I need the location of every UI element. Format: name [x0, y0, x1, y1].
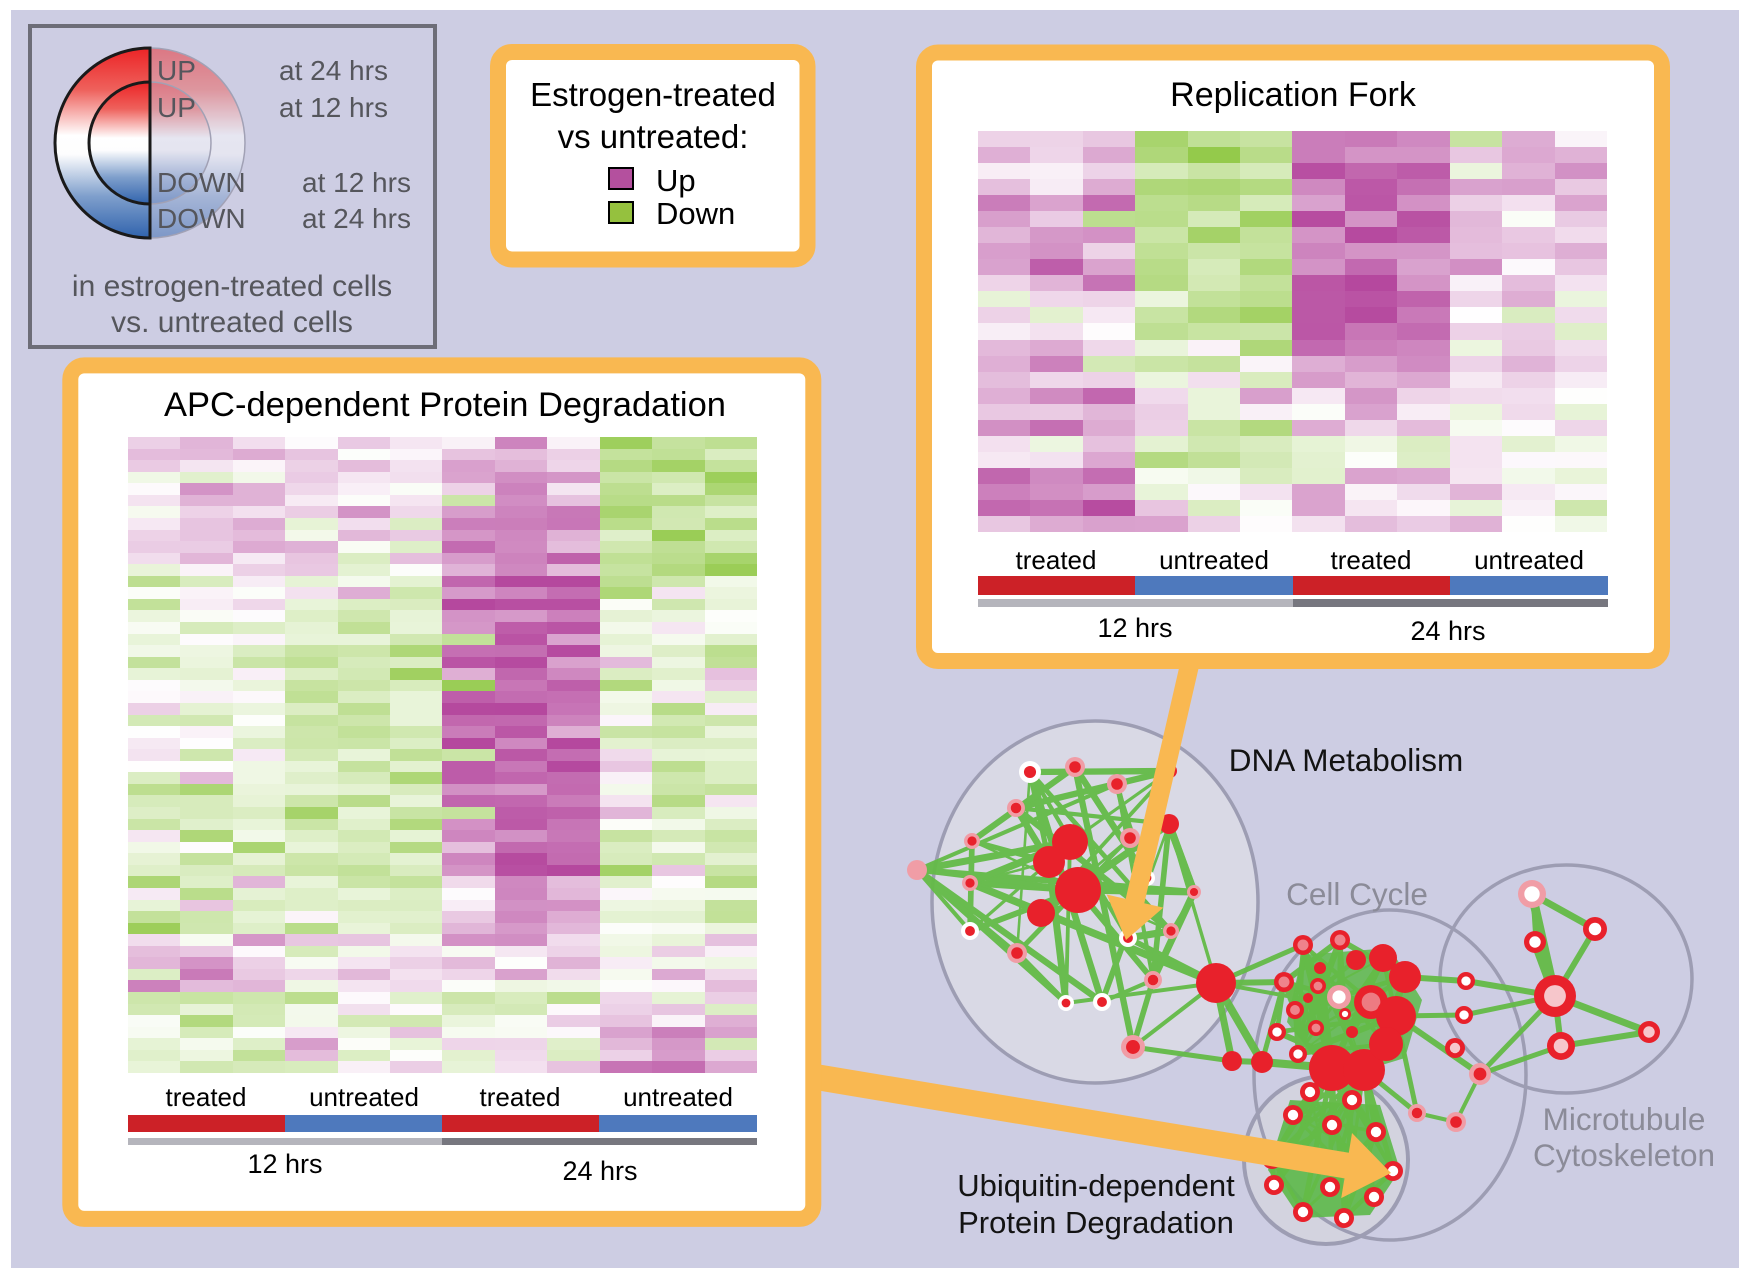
- svg-text:UP: UP: [157, 55, 196, 86]
- svg-text:Cell Cycle: Cell Cycle: [1286, 876, 1428, 912]
- svg-text:at 24 hrs: at 24 hrs: [279, 55, 388, 86]
- svg-text:at 24 hrs: at 24 hrs: [302, 203, 411, 234]
- svg-text:at 12 hrs: at 12 hrs: [302, 167, 411, 198]
- svg-text:vs untreated:: vs untreated:: [558, 118, 749, 155]
- svg-text:UP: UP: [157, 92, 196, 123]
- svg-text:Protein Degradation: Protein Degradation: [958, 1205, 1234, 1240]
- svg-text:24 hrs: 24 hrs: [562, 1156, 637, 1186]
- svg-text:Estrogen-treated: Estrogen-treated: [530, 76, 776, 113]
- svg-text:untreated: untreated: [309, 1082, 419, 1112]
- svg-text:Down: Down: [656, 196, 735, 231]
- svg-text:treated: treated: [480, 1082, 561, 1112]
- svg-text:treated: treated: [166, 1082, 247, 1112]
- svg-text:DOWN: DOWN: [157, 167, 246, 198]
- svg-text:Replication Fork: Replication Fork: [1170, 76, 1417, 114]
- svg-text:Cytoskeleton: Cytoskeleton: [1533, 1137, 1715, 1173]
- svg-text:Microtubule: Microtubule: [1543, 1101, 1706, 1137]
- svg-text:Ubiquitin-dependent: Ubiquitin-dependent: [957, 1168, 1235, 1203]
- svg-text:vs. untreated cells: vs. untreated cells: [111, 306, 353, 339]
- svg-text:DOWN: DOWN: [157, 203, 246, 234]
- svg-text:Up: Up: [656, 163, 696, 198]
- svg-text:APC-dependent Protein Degradat: APC-dependent Protein Degradation: [164, 386, 726, 424]
- svg-text:in estrogen-treated cells: in estrogen-treated cells: [72, 270, 392, 303]
- svg-text:untreated: untreated: [1159, 545, 1269, 575]
- svg-text:treated: treated: [1331, 545, 1412, 575]
- svg-text:24 hrs: 24 hrs: [1410, 616, 1485, 646]
- svg-text:treated: treated: [1016, 545, 1097, 575]
- svg-text:untreated: untreated: [1474, 545, 1584, 575]
- svg-text:DNA Metabolism: DNA Metabolism: [1229, 742, 1464, 778]
- svg-text:at 12 hrs: at 12 hrs: [279, 92, 388, 123]
- svg-text:12 hrs: 12 hrs: [247, 1149, 322, 1179]
- svg-text:untreated: untreated: [623, 1082, 733, 1112]
- svg-text:12 hrs: 12 hrs: [1097, 613, 1172, 643]
